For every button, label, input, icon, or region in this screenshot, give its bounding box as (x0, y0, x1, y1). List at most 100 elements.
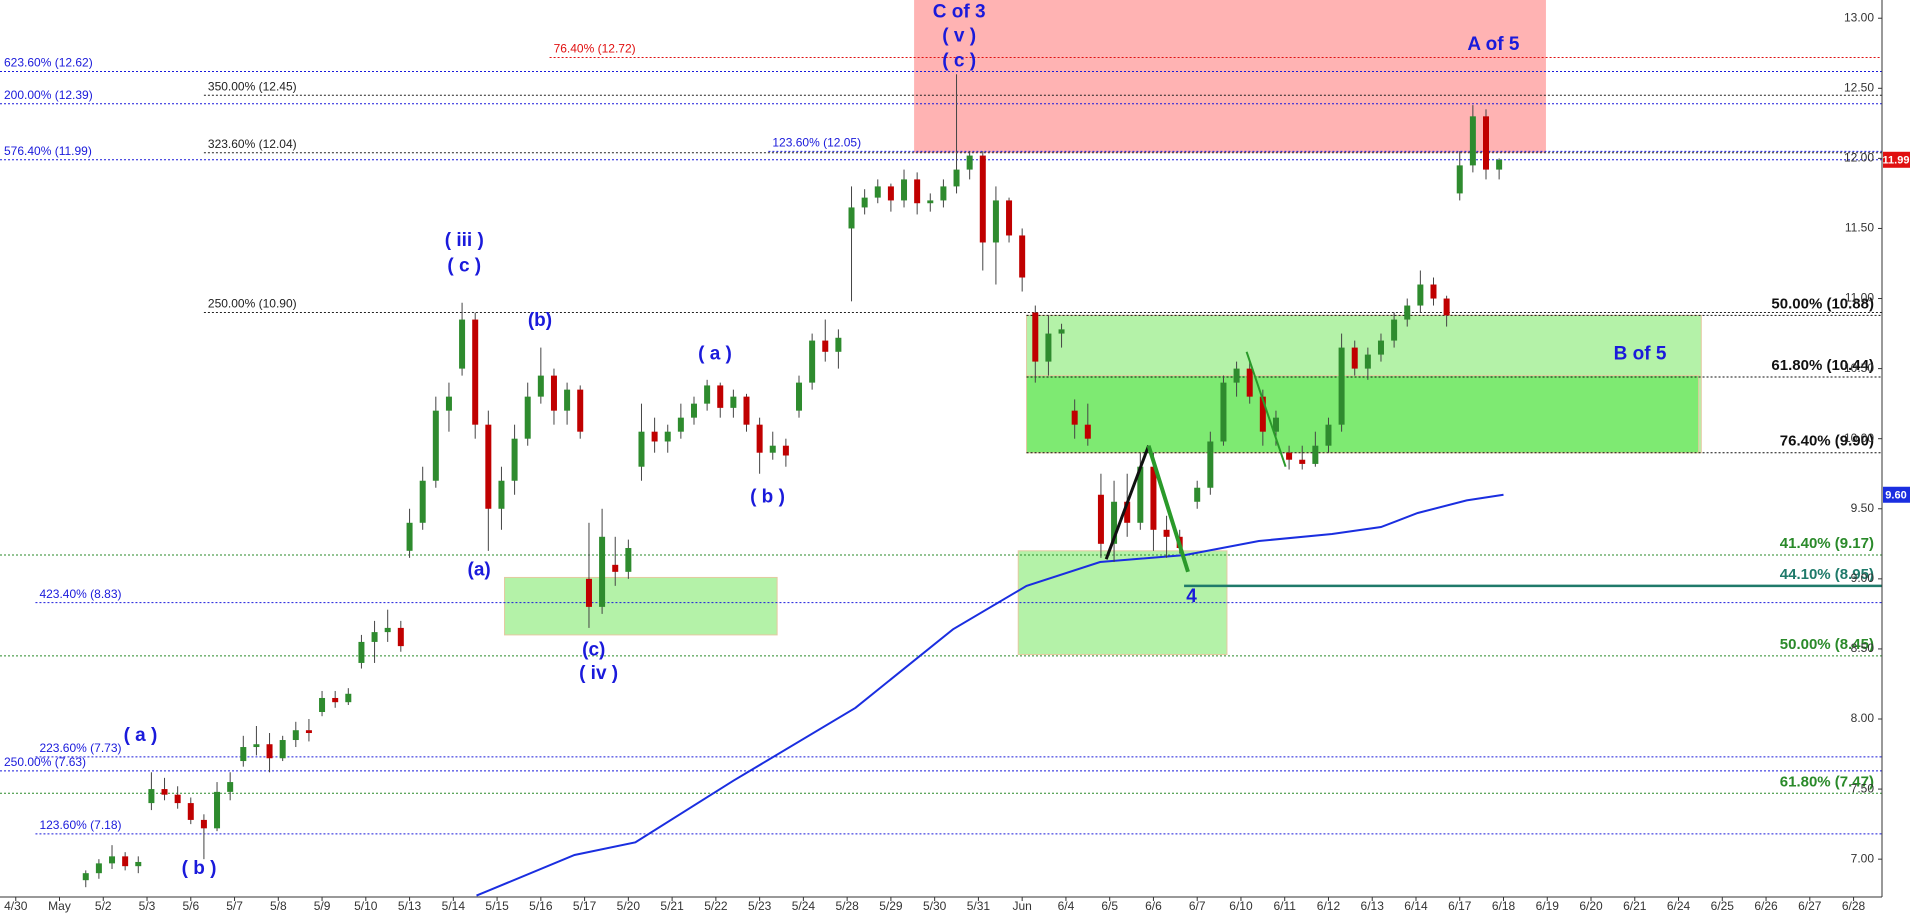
level-label: 123.60% (12.05) (772, 136, 861, 150)
candle-body (940, 186, 947, 201)
candle-body (1312, 445, 1319, 464)
candle-body (743, 396, 750, 425)
y-tick-label: 13.00 (1844, 10, 1874, 24)
y-tick-label: 8.00 (1851, 711, 1875, 725)
moving-average (476, 493, 1504, 897)
y-tick-label: 12.50 (1844, 80, 1874, 94)
candle-body (1194, 487, 1201, 502)
candle-body (1163, 529, 1170, 537)
x-tick-label: 5/17 (573, 899, 597, 913)
candle-body (664, 431, 671, 442)
candle-body (1430, 284, 1437, 299)
x-tick-label: 5/16 (529, 899, 553, 913)
wave-label: 4 (1186, 586, 1197, 607)
level-label: 44.10% (8.95) (1780, 566, 1874, 583)
candle-body (459, 319, 466, 369)
wave-label: (a) (468, 559, 491, 580)
x-tick-label: 5/3 (139, 899, 156, 913)
candle-body (612, 564, 619, 572)
wave-label: ( a ) (124, 725, 158, 746)
level-label: 61.80% (10.44) (1771, 357, 1874, 374)
y-tick-label: 9.00 (1851, 571, 1875, 585)
candle-body (901, 179, 908, 201)
x-tick-label: 5/31 (967, 899, 991, 913)
x-tick-label: 5/23 (748, 899, 772, 913)
wave-label: ( iii ) (445, 230, 484, 251)
y-tick-label: 11.00 (1845, 291, 1874, 305)
wave-line (1146, 445, 1190, 573)
candle-body (914, 179, 921, 204)
price-tag (1883, 486, 1910, 503)
candle-body (564, 389, 571, 411)
candle-body (1325, 424, 1332, 446)
y-tick-label: 10.00 (1844, 431, 1874, 445)
wave-label: ( iv ) (579, 663, 618, 684)
wave-label: ( c ) (447, 255, 481, 276)
candle-body (835, 337, 842, 352)
candle-body (1377, 340, 1384, 355)
candle-body (406, 522, 413, 551)
level-label: 50.00% (10.88) (1771, 295, 1874, 312)
candle-body (384, 627, 391, 633)
candle-body (174, 794, 181, 804)
candle-body (1150, 466, 1157, 530)
x-tick-label: 5/29 (879, 899, 903, 913)
candle-body (585, 578, 592, 607)
y-tick-label: 7.50 (1851, 781, 1875, 795)
candle-body (1233, 368, 1240, 383)
candle-body (319, 697, 326, 712)
price-tag-label: 11.99 (1883, 155, 1910, 167)
candle-body (1124, 501, 1131, 523)
y-tick-label: 12.00 (1844, 151, 1874, 165)
price-tag-label: 9.60 (1885, 490, 1906, 502)
zone (914, 0, 1546, 153)
candle-body (730, 396, 737, 408)
candle-body (1299, 459, 1306, 464)
candle-body (292, 730, 299, 741)
candle-body (1137, 466, 1144, 523)
candle-body (1496, 159, 1503, 170)
candle-body (1058, 329, 1065, 334)
level-label: 41.40% (9.17) (1780, 535, 1874, 552)
level-label: 76.40% (9.90) (1780, 433, 1874, 450)
zone (504, 576, 778, 636)
candle-body (1286, 452, 1293, 460)
candle-body (1364, 354, 1371, 369)
x-tick-label: 6/27 (1798, 899, 1822, 913)
level-label: 200.00% (12.39) (4, 88, 93, 102)
candle-body (498, 480, 505, 509)
y-tick-label: 11.50 (1845, 221, 1874, 235)
candle-body (874, 186, 881, 198)
candle-body (887, 186, 894, 201)
x-tick-label: 5/2 (95, 899, 112, 913)
candle-body (1443, 298, 1450, 316)
candle-body (1111, 501, 1118, 544)
y-tick-label: 7.00 (1851, 851, 1875, 865)
candle-body (690, 403, 697, 418)
candle-body (1084, 424, 1091, 439)
x-tick-label: 5/22 (704, 899, 728, 913)
candle-body (927, 200, 934, 204)
x-tick-label: 5/24 (792, 899, 816, 913)
candle-body (979, 155, 986, 243)
x-tick-label: 6/26 (1754, 899, 1778, 913)
candle-body (1259, 396, 1266, 432)
y-tick-label: 8.50 (1851, 641, 1875, 655)
candle-body (332, 697, 339, 703)
candle-body (135, 861, 142, 867)
x-tick-label: 5/9 (314, 899, 331, 913)
wave-label: (b) (528, 310, 552, 331)
level-label: 223.60% (7.73) (39, 741, 121, 755)
x-tick-label: 6/19 (1536, 899, 1560, 913)
candle-body (1482, 116, 1489, 170)
candle-body (240, 747, 247, 762)
candle-body (577, 389, 584, 432)
x-tick-label: 6/20 (1579, 899, 1603, 913)
x-tick-label: May (48, 899, 71, 913)
candle-body (953, 169, 960, 187)
candle-body (1351, 347, 1358, 369)
y-tick-label: 10.50 (1844, 361, 1874, 375)
level-label: 76.40% (12.72) (554, 42, 636, 56)
x-tick-label: 5/10 (354, 899, 378, 913)
wave-line (1104, 445, 1151, 560)
